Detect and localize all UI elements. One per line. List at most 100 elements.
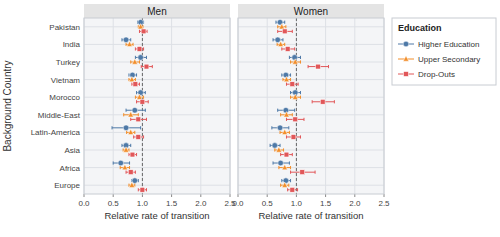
legend-marker: [403, 56, 409, 61]
error-bar-cap: [128, 184, 129, 187]
error-bar-cap: [303, 118, 304, 121]
reference-line: [142, 18, 143, 194]
legend-marker: [404, 72, 409, 77]
x-tick-label: 0.0: [78, 199, 90, 208]
point: [290, 187, 295, 192]
y-tick-label: Middle-East: [38, 111, 81, 120]
point: [129, 182, 135, 187]
grid-line: [84, 26, 230, 27]
error-bar-cap: [146, 56, 147, 59]
error-bar-cap: [300, 56, 301, 59]
error-bar-cap: [282, 38, 283, 41]
point: [277, 125, 283, 131]
point: [144, 64, 149, 69]
error-bar-cap: [288, 184, 289, 187]
panel-strip: [84, 4, 230, 18]
point: [130, 152, 135, 157]
error-bar-cap: [315, 171, 316, 174]
error-bar-cap: [281, 73, 282, 76]
error-bar-cap: [286, 118, 287, 121]
point: [292, 59, 298, 64]
error-bar-cap: [138, 113, 139, 116]
x-tick-label: 1.5: [320, 199, 332, 208]
x-tick-label: 2.0: [195, 199, 207, 208]
error-bar-cap: [126, 131, 127, 134]
error-bar-cap: [285, 25, 286, 28]
error-bar-cap: [280, 184, 281, 187]
y-tick-label: Turkey: [56, 58, 80, 67]
error-bar-cap: [280, 113, 281, 116]
error-bar-cap: [280, 131, 281, 134]
point: [291, 135, 296, 140]
x-tick-label: 2.0: [349, 199, 361, 208]
x-tick-label: 2.5: [378, 199, 390, 208]
error-bar-cap: [147, 30, 148, 33]
y-tick-label: Africa: [60, 164, 81, 173]
grid-line: [84, 132, 230, 133]
error-bar-cap: [280, 153, 281, 156]
point: [128, 112, 134, 117]
grid-line: [238, 185, 384, 186]
error-bar-cap: [121, 38, 122, 41]
error-bar-cap: [131, 83, 132, 86]
error-bar: [282, 47, 295, 50]
error-bar-cap: [275, 21, 276, 24]
error-bar-cap: [129, 161, 130, 164]
error-bar-cap: [328, 65, 329, 68]
legend-label: Drop-Outs: [418, 70, 455, 79]
point: [279, 24, 285, 29]
point: [282, 29, 287, 34]
marks: [112, 18, 152, 194]
marks: [270, 18, 334, 194]
error-bar-cap: [139, 30, 140, 33]
y-tick-label: Asia: [64, 146, 80, 155]
point: [282, 182, 288, 187]
point: [320, 99, 325, 104]
error-bar-cap: [129, 166, 130, 169]
error-bar-cap: [135, 171, 136, 174]
legend-marker: [403, 41, 409, 47]
error-bar-cap: [294, 47, 295, 50]
y-tick-label: Vietnam: [51, 76, 81, 85]
error-bar-cap: [121, 144, 122, 147]
error-bar-cap: [123, 113, 124, 116]
error-bar: [288, 188, 298, 191]
error-bar-cap: [135, 78, 136, 81]
panel-title: Women: [294, 6, 328, 17]
point: [284, 152, 289, 157]
point: [127, 41, 133, 46]
x-axis-label: Relative rate of transition: [104, 210, 209, 221]
error-bar-cap: [126, 43, 127, 46]
y-tick-label: Latin-America: [31, 128, 81, 137]
error-bar-cap: [128, 153, 129, 156]
error-bar-cap: [145, 109, 146, 112]
point: [128, 170, 133, 175]
error-bar-cap: [135, 96, 136, 99]
point: [282, 164, 288, 169]
x-tick-label: 0.5: [108, 199, 120, 208]
point: [136, 135, 141, 140]
point: [132, 178, 138, 184]
point: [140, 187, 145, 192]
error-bar-cap: [128, 73, 129, 76]
panel-strip: [238, 4, 384, 18]
grid-line: [84, 114, 230, 115]
chart: Background CountryMen0.00.51.01.52.02.5R…: [0, 0, 500, 237]
error-bar-cap: [300, 91, 301, 94]
error-bar-cap: [292, 113, 293, 116]
legend-label: Higher Education: [418, 40, 479, 49]
error-bar-cap: [277, 30, 278, 33]
point: [138, 55, 144, 61]
error-bar-cap: [300, 96, 301, 99]
point: [123, 147, 129, 152]
y-tick-label: Morocco: [49, 93, 80, 102]
error-bar-cap: [289, 161, 290, 164]
error-bar-cap: [290, 60, 291, 63]
error-bar-cap: [143, 135, 144, 138]
error-bar-cap: [139, 60, 140, 63]
error-bar-cap: [128, 78, 129, 81]
error-bar-cap: [138, 188, 139, 191]
error-bar-cap: [140, 126, 141, 129]
point: [284, 76, 290, 81]
legend-title: Education: [398, 23, 442, 33]
